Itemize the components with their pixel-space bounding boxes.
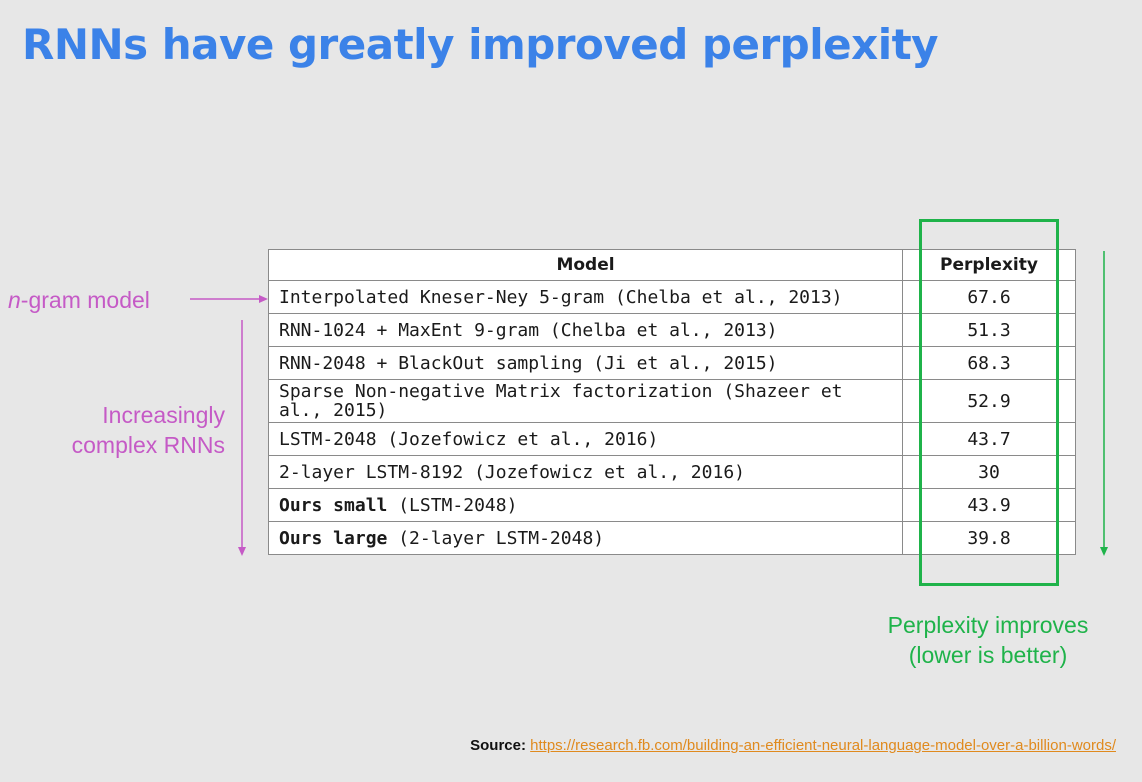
cell-perplexity: 68.3 — [902, 346, 1076, 380]
cell-model: Ours small (LSTM-2048) — [268, 488, 903, 522]
cell-model: Ours large (2-layer LSTM-2048) — [268, 521, 903, 555]
table-header-row: Model Perplexity — [268, 249, 1076, 281]
source-link[interactable]: https://research.fb.com/building-an-effi… — [530, 737, 1116, 754]
cell-perplexity: 39.8 — [902, 521, 1076, 555]
table-row: Interpolated Kneser-Ney 5-gram (Chelba e… — [268, 280, 1076, 314]
perplexity-improves-label: Perplexity improves (lower is better) — [858, 610, 1118, 670]
table-row: Ours large (2-layer LSTM-2048) 39.8 — [268, 521, 1076, 555]
ngram-model-label: n-gram model — [8, 285, 150, 315]
complex-rnns-label: Increasingly complex RNNs — [30, 400, 225, 460]
perplexity-improves-line1: Perplexity improves — [887, 612, 1089, 638]
ngram-italic: n — [8, 287, 21, 313]
cell-model: RNN-2048 + BlackOut sampling (Ji et al.,… — [268, 346, 903, 380]
cell-model: Sparse Non-negative Matrix factorization… — [268, 379, 903, 423]
table-row: RNN-1024 + MaxEnt 9-gram (Chelba et al.,… — [268, 313, 1076, 347]
complex-rnns-line2: complex RNNs — [71, 432, 225, 458]
perplexity-down-arrow — [1100, 251, 1108, 556]
cell-perplexity: 51.3 — [902, 313, 1076, 347]
perplexity-improves-line2: (lower is better) — [908, 642, 1068, 668]
ngram-arrow — [190, 295, 268, 303]
table-row: Ours small (LSTM-2048) 43.9 — [268, 488, 1076, 522]
model-name-rest: (2-layer LSTM-2048) — [387, 527, 605, 549]
model-name-bold: Ours large — [279, 527, 388, 549]
header-perplexity: Perplexity — [902, 249, 1076, 281]
model-name-rest: (LSTM-2048) — [387, 494, 518, 516]
header-model: Model — [268, 249, 903, 281]
rnn-down-arrow — [238, 320, 246, 556]
table-row: 2-layer LSTM-8192 (Jozefowicz et al., 20… — [268, 455, 1076, 489]
perplexity-table: Model Perplexity Interpolated Kneser-Ney… — [268, 249, 1076, 555]
model-name-bold: Ours small — [279, 494, 388, 516]
perplexity-highlight-box — [919, 219, 1059, 586]
cell-perplexity: 52.9 — [902, 379, 1076, 423]
slide-title: RNNs have greatly improved perplexity — [22, 20, 939, 69]
table-row: Sparse Non-negative Matrix factorization… — [268, 379, 1076, 423]
source-citation: Source: https://research.fb.com/building… — [470, 737, 1116, 754]
cell-perplexity: 67.6 — [902, 280, 1076, 314]
cell-model: RNN-1024 + MaxEnt 9-gram (Chelba et al.,… — [268, 313, 903, 347]
table-row: RNN-2048 + BlackOut sampling (Ji et al.,… — [268, 346, 1076, 380]
cell-perplexity: 30 — [902, 455, 1076, 489]
source-label: Source: — [470, 737, 526, 754]
cell-model: Interpolated Kneser-Ney 5-gram (Chelba e… — [268, 280, 903, 314]
cell-model: 2-layer LSTM-8192 (Jozefowicz et al., 20… — [268, 455, 903, 489]
complex-rnns-line1: Increasingly — [102, 402, 225, 428]
cell-perplexity: 43.7 — [902, 422, 1076, 456]
ngram-rest: -gram model — [20, 287, 150, 313]
cell-perplexity: 43.9 — [902, 488, 1076, 522]
